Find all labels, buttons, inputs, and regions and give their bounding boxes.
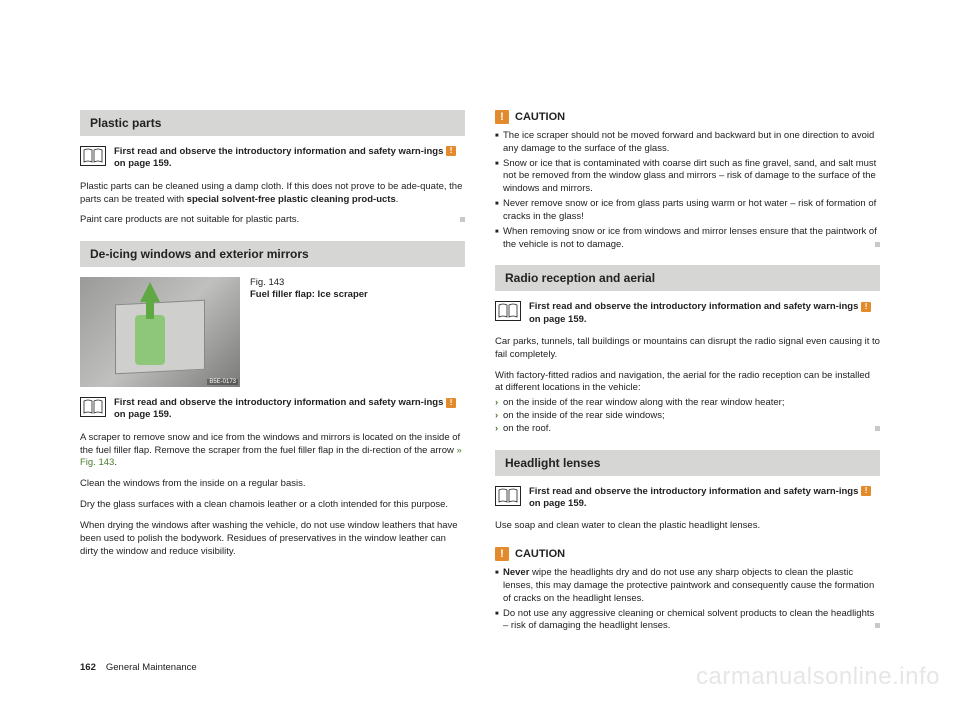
figure-caption: Fig. 143 Fuel filler flap: Ice scraper xyxy=(250,277,368,387)
body-paragraph: Clean the windows from the inside on a r… xyxy=(80,478,465,491)
footer-section: General Maintenance xyxy=(106,662,197,673)
heading-radio: Radio reception and aerial xyxy=(495,265,880,291)
list-item: Do not use any aggressive cleaning or ch… xyxy=(495,608,880,634)
caution-icon: ! xyxy=(495,547,509,561)
list-item: Never remove snow or ice from glass part… xyxy=(495,198,880,224)
warning-icon: ! xyxy=(861,302,871,312)
read-observe-text: First read and observe the introductory … xyxy=(529,486,880,511)
book-icon xyxy=(80,146,106,166)
warning-icon: ! xyxy=(446,398,456,408)
body-paragraph: Car parks, tunnels, tall buildings or mo… xyxy=(495,336,880,362)
book-icon xyxy=(80,397,106,417)
page-footer: 162 General Maintenance xyxy=(80,662,197,673)
body-paragraph: Paint care products are not suitable for… xyxy=(80,214,465,227)
figure-image xyxy=(80,277,240,387)
list-item: on the roof. xyxy=(495,423,880,436)
read-observe-text: First read and observe the introductory … xyxy=(114,146,465,171)
section-end-icon xyxy=(875,242,880,247)
warning-icon: ! xyxy=(861,486,871,496)
read-observe-note: First read and observe the introductory … xyxy=(495,301,880,326)
section-end-icon xyxy=(875,426,880,431)
body-paragraph: A scraper to remove snow and ice from th… xyxy=(80,432,465,470)
left-column: Plastic parts First read and observe the… xyxy=(80,110,465,647)
read-observe-note: First read and observe the introductory … xyxy=(495,486,880,511)
section-end-icon xyxy=(460,217,465,222)
heading-plastic-parts: Plastic parts xyxy=(80,110,465,136)
list-item: Never wipe the headlights dry and do not… xyxy=(495,567,880,605)
page-number: 162 xyxy=(80,662,96,673)
body-paragraph: Plastic parts can be cleaned using a dam… xyxy=(80,181,465,207)
caution-heading: ! CAUTION xyxy=(495,547,880,561)
body-paragraph: When drying the windows after washing th… xyxy=(80,520,465,558)
heading-deicing: De-icing windows and exterior mirrors xyxy=(80,241,465,267)
book-icon xyxy=(495,486,521,506)
section-end-icon xyxy=(875,623,880,628)
caution-icon: ! xyxy=(495,110,509,124)
list-item: Snow or ice that is contaminated with co… xyxy=(495,158,880,196)
read-observe-text: First read and observe the introductory … xyxy=(529,301,880,326)
body-paragraph: Use soap and clean water to clean the pl… xyxy=(495,520,880,533)
caution-list: Never wipe the headlights dry and do not… xyxy=(495,567,880,633)
watermark: carmanualsonline.info xyxy=(696,663,940,691)
figure-143: Fig. 143 Fuel filler flap: Ice scraper xyxy=(80,277,465,387)
read-observe-text: First read and observe the introductory … xyxy=(114,397,465,422)
read-observe-note: First read and observe the introductory … xyxy=(80,397,465,422)
caution-list: The ice scraper should not be moved forw… xyxy=(495,130,880,251)
caution-heading: ! CAUTION xyxy=(495,110,880,124)
right-column: ! CAUTION The ice scraper should not be … xyxy=(495,110,880,647)
read-observe-note: First read and observe the introductory … xyxy=(80,146,465,171)
list-item: The ice scraper should not be moved forw… xyxy=(495,130,880,156)
body-paragraph: With factory-fitted radios and navigatio… xyxy=(495,370,880,396)
location-list: on the inside of the rear window along w… xyxy=(495,397,880,435)
book-icon xyxy=(495,301,521,321)
list-item: When removing snow or ice from windows a… xyxy=(495,226,880,252)
warning-icon: ! xyxy=(446,146,456,156)
body-paragraph: Dry the glass surfaces with a clean cham… xyxy=(80,499,465,512)
list-item: on the inside of the rear side windows; xyxy=(495,410,880,423)
heading-headlight: Headlight lenses xyxy=(495,450,880,476)
list-item: on the inside of the rear window along w… xyxy=(495,397,880,410)
